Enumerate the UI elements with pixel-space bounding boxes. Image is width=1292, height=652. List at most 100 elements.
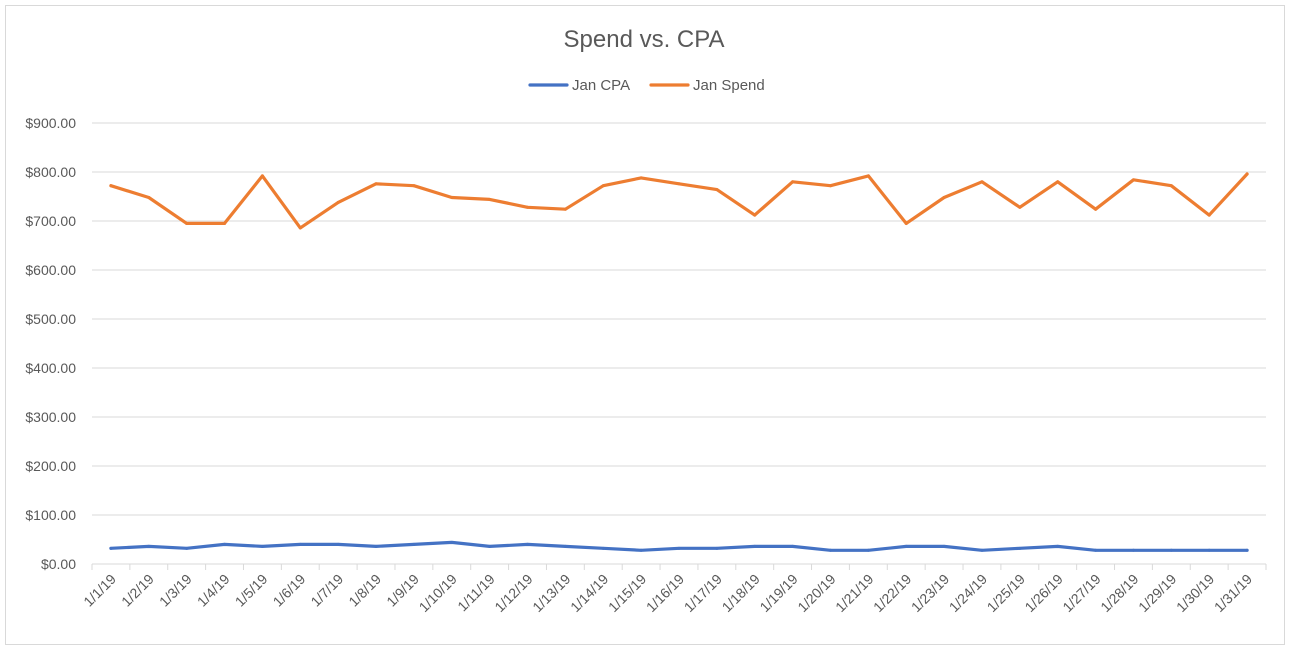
x-tick-label: 1/19/19 bbox=[756, 571, 800, 615]
data-point bbox=[1094, 548, 1098, 552]
data-point bbox=[374, 544, 378, 548]
data-point bbox=[1131, 178, 1135, 182]
data-point bbox=[791, 544, 795, 548]
data-point bbox=[753, 213, 757, 217]
x-tick-label: 1/25/19 bbox=[984, 571, 1028, 615]
data-point bbox=[450, 540, 454, 544]
data-point bbox=[147, 544, 151, 548]
y-tick-label: $300.00 bbox=[25, 409, 76, 425]
x-tick-label: 1/14/19 bbox=[567, 571, 611, 615]
x-tick-label: 1/29/19 bbox=[1135, 571, 1179, 615]
y-tick-label: $100.00 bbox=[25, 507, 76, 523]
x-tick-label: 1/12/19 bbox=[491, 571, 535, 615]
data-point bbox=[563, 544, 567, 548]
x-tick-label: 1/11/19 bbox=[454, 571, 498, 615]
x-tick-label: 1/28/19 bbox=[1097, 571, 1141, 615]
data-point bbox=[1245, 548, 1249, 552]
y-tick-label: $700.00 bbox=[25, 213, 76, 229]
data-point bbox=[639, 176, 643, 180]
x-tick-label: 1/24/19 bbox=[946, 571, 990, 615]
gridlines bbox=[92, 122, 1266, 565]
series-group bbox=[109, 172, 1249, 552]
x-tick-label: 1/27/19 bbox=[1059, 571, 1103, 615]
y-tick-label: $800.00 bbox=[25, 164, 76, 180]
data-point bbox=[147, 195, 151, 199]
data-point bbox=[260, 174, 264, 178]
x-tick-label: 1/31/19 bbox=[1211, 571, 1255, 615]
data-point bbox=[109, 184, 113, 188]
data-point bbox=[980, 548, 984, 552]
data-point bbox=[753, 544, 757, 548]
y-axis: $0.00 $100.00 $200.00 $300.00 $400.00 $500.00… bbox=[25, 115, 76, 572]
data-point bbox=[223, 221, 227, 225]
data-point bbox=[1094, 207, 1098, 211]
data-point bbox=[1056, 180, 1060, 184]
x-tick-label: 1/20/19 bbox=[794, 571, 838, 615]
data-point bbox=[639, 548, 643, 552]
legend: Jan CPA Jan Spend bbox=[528, 77, 765, 94]
data-point bbox=[1131, 548, 1135, 552]
data-point bbox=[828, 548, 832, 552]
data-point bbox=[260, 544, 264, 548]
data-point bbox=[677, 546, 681, 550]
data-point bbox=[942, 195, 946, 199]
legend-label: Jan Spend bbox=[693, 77, 765, 94]
x-tick-label: 1/22/19 bbox=[870, 571, 914, 615]
data-point bbox=[298, 542, 302, 546]
data-point bbox=[828, 184, 832, 188]
data-point bbox=[715, 546, 719, 550]
data-point bbox=[298, 226, 302, 230]
x-tick-label: 1/6/19 bbox=[270, 571, 309, 610]
data-point bbox=[109, 546, 113, 550]
y-tick-label: $200.00 bbox=[25, 458, 76, 474]
x-tick-label: 1/21/19 bbox=[832, 571, 876, 615]
y-tick-label: $500.00 bbox=[25, 311, 76, 327]
data-point bbox=[412, 542, 416, 546]
data-point bbox=[942, 544, 946, 548]
data-point bbox=[563, 207, 567, 211]
y-tick-label: $600.00 bbox=[25, 262, 76, 278]
legend-label: Jan CPA bbox=[572, 77, 630, 94]
data-point bbox=[526, 542, 530, 546]
data-point bbox=[601, 184, 605, 188]
data-point bbox=[904, 544, 908, 548]
data-point bbox=[1018, 546, 1022, 550]
data-point bbox=[1245, 172, 1249, 176]
data-point bbox=[1056, 544, 1060, 548]
data-point bbox=[1018, 205, 1022, 209]
x-tick-label: 1/30/19 bbox=[1173, 571, 1217, 615]
data-point bbox=[601, 546, 605, 550]
y-tick-label: $400.00 bbox=[25, 360, 76, 376]
x-tick-label: 1/10/19 bbox=[416, 571, 460, 615]
data-point bbox=[223, 542, 227, 546]
data-point bbox=[488, 544, 492, 548]
x-tick-label: 1/3/19 bbox=[156, 571, 195, 610]
x-tick-label: 1/16/19 bbox=[643, 571, 687, 615]
x-tick-label: 1/26/19 bbox=[1021, 571, 1065, 615]
data-point bbox=[526, 205, 530, 209]
data-point bbox=[374, 182, 378, 186]
x-tick-label: 1/4/19 bbox=[194, 571, 233, 610]
data-point bbox=[980, 180, 984, 184]
y-tick-label: $900.00 bbox=[25, 115, 76, 131]
data-point bbox=[866, 174, 870, 178]
data-point bbox=[336, 200, 340, 204]
data-point bbox=[1207, 213, 1211, 217]
data-point bbox=[677, 182, 681, 186]
y-tick-label: $0.00 bbox=[41, 556, 76, 572]
data-point bbox=[450, 195, 454, 199]
data-point bbox=[866, 548, 870, 552]
data-point bbox=[488, 197, 492, 201]
chart-title: Spend vs. CPA bbox=[564, 26, 725, 53]
x-tick-label: 1/5/19 bbox=[232, 571, 271, 610]
data-point bbox=[715, 188, 719, 192]
x-tick-label: 1/7/19 bbox=[307, 571, 346, 610]
series-line-jan-spend bbox=[109, 172, 1249, 230]
data-point bbox=[185, 221, 189, 225]
x-tick-label: 1/15/19 bbox=[605, 571, 649, 615]
data-point bbox=[412, 184, 416, 188]
data-point bbox=[1169, 184, 1173, 188]
chart-frame: Spend vs. CPA Jan CPA Jan Spend $0.00 $100… bbox=[5, 5, 1285, 645]
x-tick-label: 1/8/19 bbox=[345, 571, 384, 610]
data-point bbox=[791, 180, 795, 184]
